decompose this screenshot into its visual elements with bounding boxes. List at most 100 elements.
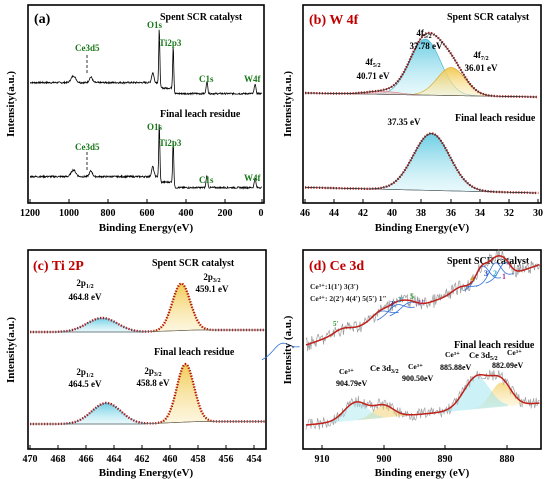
panel-c-tick-470: 470 [23,454,38,465]
panel-b-letter: (b) W 4f [309,13,359,28]
panel-c-tick-454: 454 [247,454,262,465]
panel-c-top-label: Spent SCR catalyst [152,258,235,269]
panel-b-tick-46: 46 [300,208,310,219]
panel-c-baseline-top [30,329,265,333]
panel-d-legend-ce3: Ce³⁺:1(1′) 3(3′) [310,282,359,291]
panel-d-tag-2: 2 [493,269,497,278]
panel-b-peak-fill-3735 [363,133,502,193]
panel-c-ylabel: Intensity(a.u.) [5,317,17,383]
panel-c-peak-fill-4648 [57,317,147,333]
panel-c-envelope-bottom [30,362,266,426]
panel-c-letter: (c) Ti 2P [33,259,84,274]
panel-c-tick-460: 460 [163,454,178,465]
panel-a-spent-spectrum [29,29,263,96]
panel-d-tag-3: 3 [484,269,488,278]
panel-a-w-label-bottom: W4f [244,173,262,183]
panel-b-tick-42: 42 [358,208,368,219]
panel-a-residue-spectrum [29,124,263,190]
panel-d-letter: (d) Ce 3d [309,259,364,274]
panel-d-label-ce3d32: Ce 3d3/2 [370,363,399,375]
panel-d-tick-890: 890 [438,454,453,465]
panel-b-tick-40: 40 [387,208,397,219]
panel-b-tick-38: 38 [416,208,426,219]
panel-c-tick-462: 462 [135,454,150,465]
panel-b-fit-bottom [304,133,537,194]
panel-b-ticks: 46 44 42 40 38 36 34 32 30 [300,199,543,219]
panel-d-tag-1pp: 1″ [418,299,426,307]
panel-b-xlabel: Binding Energy(eV) [375,222,470,234]
panel-d-v4: 882.09eV [492,361,524,370]
panel-a-ce-label-bottom: Ce3d5 [75,142,100,152]
panel-a-top-label: Spent SCR catalyst [160,12,243,23]
panel-a-ti-label-bottom: Ti2p3 [159,138,182,148]
panel-d-v3: 885.88eV [440,363,472,372]
panel-b: (b) W 4f Spent SCR catalyst Final leach … [282,4,543,234]
panel-d-envelope-bottom [305,374,540,426]
panel-b-bottom-label: Final leach residue [455,113,536,124]
panel-b-p4-value: 37.35 eV [388,117,421,127]
panel-d-envelope-top [305,255,540,346]
panel-c-t4-value: 458.8 eV [137,378,170,388]
panel-a-ylabel: Intensity(a.u.) [5,71,17,137]
panel-a-o-label-top: O1s [147,20,163,30]
panel-b-tick-30: 30 [533,208,543,219]
panel-c-peak-fill-4588 [157,363,213,424]
panel-a: (a) Spent SCR catalyst Final leach resid… [5,4,265,234]
panel-c-xlabel: Binding Energy(eV) [99,467,194,479]
panel-c-frame [27,249,267,450]
panel-b-p3-label: 4f5/2 [365,57,380,69]
panel-c-tick-456: 456 [219,454,234,465]
panel-d-tag-2p: 2′ [398,296,404,304]
panel-d-tag-5: 5 [410,292,414,301]
panel-a-ce-label-top: Ce3d5 [75,43,100,53]
panel-a-tick-600: 600 [140,208,155,219]
panel-d-label-ce3-c: Ce³⁺ [445,350,460,359]
panel-c: (c) Ti 2P Spent SCR catalyst Final leach… [5,249,267,479]
panel-d-fill-right [472,382,527,410]
panel-c-t1-value: 464.8 eV [69,292,102,302]
panel-a-tick-200: 200 [218,208,233,219]
panel-a-ti-label-top: Ti2p3 [159,38,182,48]
panel-a-letter: (a) [34,12,51,27]
panel-d-label-ce3-a: Ce³⁺ [339,367,354,376]
panel-c-envelope-top [30,282,266,334]
panel-c-t2-value: 459.1 eV [196,284,229,294]
panel-b-tick-44: 44 [329,208,339,219]
panel-d-fill-left [357,405,409,421]
panel-b-tick-36: 36 [446,208,456,219]
panel-d-v1: 904.79eV [336,379,368,388]
panel-d-label-ce3-d: Ce³⁺ [507,348,522,357]
panel-b-top-label: Spent SCR catalyst [447,12,530,23]
panel-b-p2-value: 36.01 eV [465,63,498,73]
panel-a-tick-1200: 1200 [20,208,40,219]
panel-d: (d) Ce 3d Spent SCR catalyst Final leach… [261,249,542,479]
panel-c-t3-label: 2p1/2 [76,367,93,379]
panel-a-xlabel: Binding Energy(eV) [99,222,194,234]
panel-a-tick-400: 400 [179,208,194,219]
panel-d-tag-1: 1 [502,272,506,281]
panel-c-tick-458: 458 [191,454,206,465]
panel-d-tick-880: 880 [500,454,515,465]
panel-d-label-ce3-b: Ce³⁺ [408,362,423,371]
panel-c-peak-fill-4645 [64,402,147,425]
panel-a-c-label-top: C1s [199,74,214,84]
panel-d-raw-bottom [305,369,540,430]
panel-c-baseline-bottom [30,421,265,425]
panel-d-frame [302,249,542,450]
panel-c-tick-464: 464 [107,454,122,465]
panel-a-c-label-bottom: C1s [199,175,214,185]
panel-d-legend-ce4: Ce⁴⁺: 2(2′) 4(4′) 5(5′) 1″ [310,294,387,303]
panel-c-t4-label: 2p3/2 [144,366,161,378]
panel-d-ylabel: Intensity (a.u.) [282,315,294,384]
panel-c-tick-466: 466 [79,454,94,465]
panel-b-p1-label: 4f5/2 [416,28,431,40]
panel-d-bottom-label: Final leach residue [454,340,535,351]
panel-a-w-label-top: W4f [244,74,262,84]
panel-b-frame [302,4,542,204]
panel-b-fit-top [305,32,537,98]
panel-a-frame [27,4,265,204]
panel-d-tag-4: 4 [470,275,474,283]
panel-a-bottom-label: Final leach residue [160,109,241,120]
panel-c-t2-label: 2p3/2 [203,272,220,284]
panel-b-ylabel: Intensity(a.u.) [282,71,294,137]
